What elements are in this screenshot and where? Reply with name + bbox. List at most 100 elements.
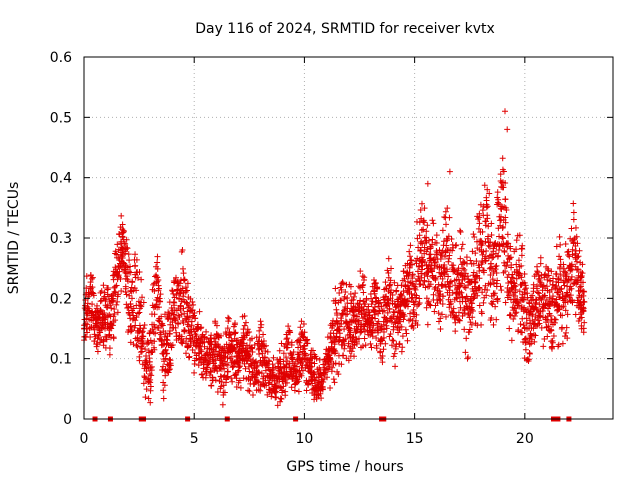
data-point (180, 270, 187, 277)
data-point (393, 287, 400, 294)
data-point (243, 342, 250, 349)
data-point (232, 330, 239, 337)
data-point (563, 324, 570, 331)
data-point (140, 299, 147, 306)
data-point (493, 270, 500, 277)
data-point (501, 108, 508, 115)
data-point (541, 335, 548, 342)
data-point (215, 343, 222, 350)
data-point (516, 270, 523, 277)
data-point (466, 328, 473, 335)
data-point (575, 266, 582, 273)
data-point (441, 253, 448, 260)
data-point (162, 355, 169, 362)
data-point (229, 378, 236, 385)
data-point (570, 209, 577, 216)
data-point (448, 236, 455, 243)
data-point (485, 233, 492, 240)
data-point (139, 294, 146, 301)
data-point (529, 292, 536, 299)
data-point (513, 246, 520, 253)
data-point (336, 289, 343, 296)
data-point (572, 224, 579, 231)
data-point (378, 303, 385, 310)
data-point (191, 369, 198, 376)
data-point (396, 341, 403, 348)
y-tick-label: 0.2 (50, 291, 72, 307)
data-point (129, 278, 136, 285)
data-point (479, 289, 486, 296)
data-point (273, 394, 280, 401)
data-point (262, 342, 269, 349)
data-point (210, 360, 217, 367)
data-point (359, 273, 366, 280)
data-point (484, 287, 491, 294)
data-point (233, 375, 240, 382)
data-point (197, 325, 204, 332)
data-point (94, 348, 101, 355)
data-point (96, 339, 103, 346)
data-point (557, 241, 564, 248)
data-point (133, 287, 140, 294)
data-point (522, 346, 529, 353)
data-point (279, 378, 286, 385)
data-point (89, 289, 96, 296)
data-point (142, 394, 149, 401)
data-point (184, 287, 191, 294)
data-point (521, 336, 528, 343)
data-point (295, 378, 302, 385)
data-point (360, 306, 367, 313)
data-point (365, 303, 372, 310)
data-point (568, 273, 575, 280)
data-point (495, 246, 502, 253)
data-point (219, 401, 226, 408)
data-point (88, 275, 95, 282)
data-point (405, 282, 412, 289)
data-point (499, 155, 506, 162)
data-point (250, 371, 257, 378)
data-point (319, 386, 326, 393)
data-point (284, 335, 291, 342)
data-point (416, 295, 423, 302)
data-point (407, 261, 414, 268)
data-point (155, 276, 162, 283)
data-point (400, 316, 407, 323)
data-point (481, 182, 488, 189)
data-point (232, 348, 239, 355)
data-point (180, 305, 187, 312)
data-point (291, 387, 298, 394)
data-point (140, 380, 147, 387)
data-point (472, 250, 479, 257)
data-point (91, 337, 98, 344)
data-point (144, 341, 151, 348)
data-point (564, 311, 571, 318)
data-point (456, 317, 463, 324)
data-point (536, 320, 543, 327)
data-point (355, 317, 362, 324)
data-point (166, 330, 173, 337)
data-point (338, 361, 345, 368)
data-point (579, 279, 586, 286)
data-point (139, 335, 146, 342)
data-point (380, 334, 387, 341)
data-point (553, 282, 560, 289)
data-point (228, 375, 235, 382)
data-point (431, 308, 438, 315)
data-point (217, 373, 224, 380)
data-point (277, 398, 284, 405)
data-point (566, 253, 573, 260)
data-point (416, 232, 423, 239)
data-point (212, 377, 219, 384)
data-point (241, 322, 248, 329)
data-point (353, 313, 360, 320)
data-point (476, 285, 483, 292)
data-point (359, 343, 366, 350)
data-point (495, 196, 502, 203)
data-point (390, 313, 397, 320)
data-point (114, 298, 121, 305)
data-point (218, 383, 225, 390)
data-point (173, 291, 180, 298)
data-point (187, 295, 194, 302)
data-point (553, 243, 560, 250)
data-point (318, 395, 325, 402)
